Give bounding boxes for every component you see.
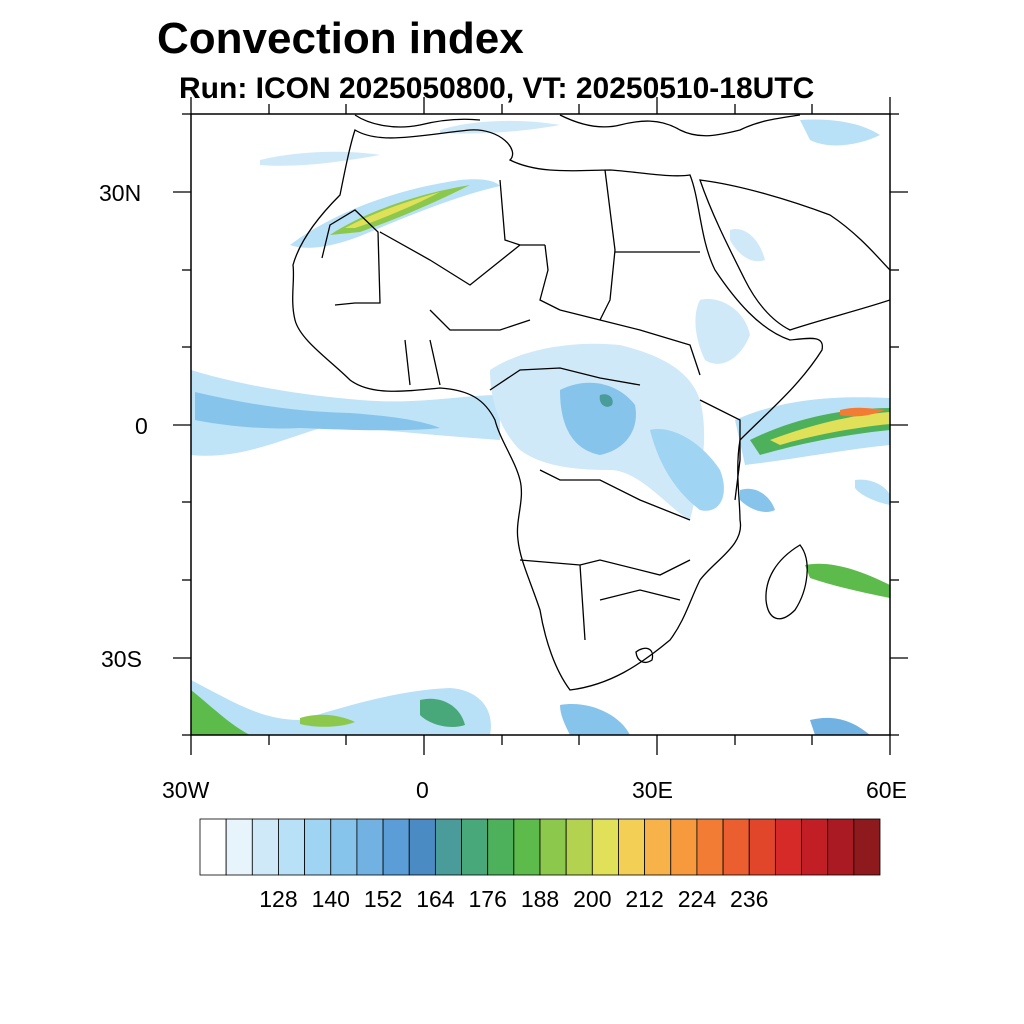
- colorbar-tick-label: 164: [416, 886, 455, 912]
- colorbar-box: [513, 818, 541, 876]
- coastlines: [292, 114, 890, 691]
- colorbar-tick-label: 224: [677, 886, 717, 912]
- convection-area-itcz-core: [195, 392, 440, 431]
- colorbar-box: [618, 818, 646, 876]
- colorbar-box: [408, 818, 436, 876]
- convection-area-madagascar-east: [805, 563, 890, 598]
- colorbar-box: [696, 818, 724, 876]
- africa-coastline: [292, 129, 823, 691]
- colorbar-tick-label: 188: [520, 886, 560, 912]
- chart-title: Convection index: [157, 14, 524, 63]
- colorbar-box: [774, 818, 802, 876]
- colorbar-box: [565, 818, 593, 876]
- colorbar-tick-label: 236: [730, 886, 769, 912]
- chart-subtitle: Run: ICON 2025050800, VT: 20250510-18UTC: [179, 72, 815, 105]
- map-ticks: [173, 97, 908, 755]
- colorbar-box: [487, 818, 515, 876]
- colorbar-box: [670, 818, 698, 876]
- colorbar-box: [199, 818, 227, 876]
- convection-area-itcz: [191, 370, 500, 456]
- colorbar-box: [853, 818, 881, 876]
- colorbar-tick-label: 176: [468, 886, 507, 912]
- colorbar-box: [382, 818, 410, 876]
- colorbar-box: [304, 818, 332, 876]
- lon-label-30e: 30E: [632, 777, 673, 803]
- colorbar-box: [278, 818, 306, 876]
- lat-label-30s: 30S: [101, 646, 142, 672]
- colorbar: [199, 818, 881, 876]
- colorbar-box: [539, 818, 567, 876]
- convection-area-ethiopia: [695, 299, 750, 364]
- colorbar-tick-label: 212: [625, 886, 664, 912]
- colorbar-box: [591, 818, 619, 876]
- colorbar-box: [330, 818, 358, 876]
- colorbar-box: [827, 818, 855, 876]
- colorbar-box: [801, 818, 829, 876]
- colorbar-box: [748, 818, 776, 876]
- lat-label-0: 0: [135, 413, 148, 439]
- colorbar-box: [225, 818, 253, 876]
- lon-label-0: 0: [416, 777, 429, 803]
- arabia-coastline: [699, 179, 890, 331]
- colorbar-tick-label: 152: [363, 886, 403, 912]
- convection-area-south-atlantic: [191, 680, 491, 735]
- colorbar-box: [434, 818, 462, 876]
- colorbar-box: [251, 818, 279, 876]
- lon-label-60e: 60E: [866, 777, 907, 803]
- colorbar-box: [461, 818, 489, 876]
- colorbar-box: [722, 818, 750, 876]
- convection-field: [191, 119, 890, 735]
- colorbar-tick-label: 128: [259, 886, 298, 912]
- colorbar-box: [356, 818, 384, 876]
- colorbar-box: [644, 818, 672, 876]
- lon-label-30w: 30W: [162, 777, 210, 803]
- colorbar-tick-label: 140: [311, 886, 350, 912]
- colorbar-tick-label: 200: [573, 886, 612, 912]
- madagascar-coastline: [765, 544, 808, 620]
- lat-label-30n: 30N: [99, 180, 142, 206]
